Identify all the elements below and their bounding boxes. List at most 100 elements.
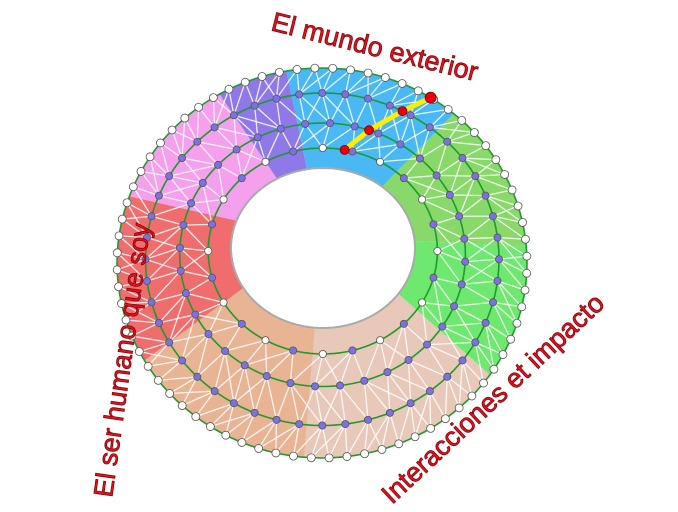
spoke [409,115,421,159]
node [413,86,423,96]
spoke [414,390,431,437]
spoke [289,382,323,426]
node [360,376,369,385]
node [165,338,174,347]
node [460,234,469,243]
spoke [264,340,268,377]
spoke [241,419,277,444]
spoke [266,375,278,420]
spoke [436,157,463,176]
spoke [214,89,230,128]
node [481,318,490,327]
spoke [426,344,463,362]
spoke [386,323,405,373]
node [176,266,185,275]
highlight-node [397,106,408,117]
spoke [464,237,498,263]
node [399,319,408,328]
spoke [275,419,278,454]
spoke [403,157,421,179]
node [342,452,352,461]
spoke [433,277,462,286]
spoke [182,224,209,252]
node [479,378,488,388]
node [295,420,304,429]
node [311,382,320,391]
highlight-path [339,91,437,155]
spoke [117,252,146,260]
spoke [351,350,365,381]
node [250,408,259,417]
node [346,65,355,75]
spoke [354,98,369,127]
node [261,157,270,166]
sector [382,113,527,247]
node [114,282,123,292]
node [178,154,187,163]
spoke [214,126,238,150]
node [399,174,408,183]
spoke [125,319,160,324]
spoke [261,76,278,100]
node [383,368,392,377]
spoke [195,313,242,325]
node [237,319,246,328]
spoke [364,412,391,455]
spoke [132,186,153,217]
spoke [461,258,500,285]
spoke [140,171,160,197]
ring-line [116,67,528,459]
node [306,453,316,463]
spoke [474,342,495,370]
spoke [121,218,148,239]
spoke [202,182,213,225]
node [418,298,427,307]
spoke [367,77,386,100]
node [374,129,383,138]
node [117,299,126,308]
spoke [321,425,330,459]
spoke [225,403,235,436]
node [518,218,527,227]
node [286,379,295,388]
node [204,246,213,255]
spoke [214,350,226,392]
spoke [258,423,300,450]
spoke [146,224,184,239]
node [224,84,234,94]
spoke [233,114,259,138]
spoke [475,173,505,177]
node [326,119,335,128]
spoke [426,344,448,378]
node [396,140,405,149]
spoke [195,390,216,418]
node [406,111,415,120]
spoke [449,157,464,196]
node [147,212,156,221]
spoke [344,94,356,127]
spoke [190,202,213,225]
spoke [344,424,348,457]
spoke [158,182,203,197]
spoke [196,141,219,166]
node [154,318,163,327]
node [181,289,190,298]
node [512,318,522,328]
spoke [407,359,431,392]
spoke [474,342,485,384]
node [257,72,267,81]
spoke [169,164,219,177]
inner-hole [229,166,417,330]
node [289,346,298,355]
node [229,111,238,120]
node [274,67,284,77]
spoke [190,198,224,204]
node [341,420,350,429]
spoke [168,314,196,343]
spoke [121,301,152,305]
node [500,170,510,179]
spoke [212,97,235,116]
node [154,191,163,200]
spoke [264,128,282,163]
spoke [158,376,198,382]
